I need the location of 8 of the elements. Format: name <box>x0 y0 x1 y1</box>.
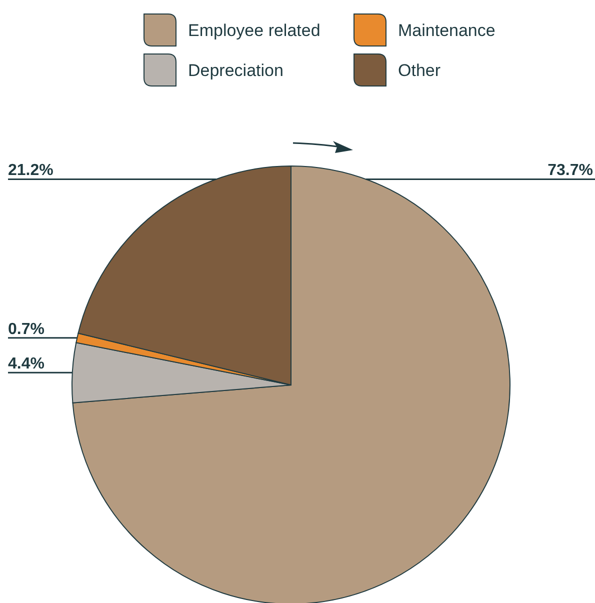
legend-label: Employee related <box>188 21 320 40</box>
data-label: 21.2% <box>8 162 54 180</box>
data-label: 4.4% <box>8 356 44 373</box>
legend-label: Other <box>398 61 441 80</box>
data-label: 73.7% <box>548 162 593 180</box>
data-label: 0.7% <box>8 320 44 338</box>
legend-label: Depreciation <box>188 61 284 80</box>
legend-label: Maintenance <box>398 21 496 40</box>
